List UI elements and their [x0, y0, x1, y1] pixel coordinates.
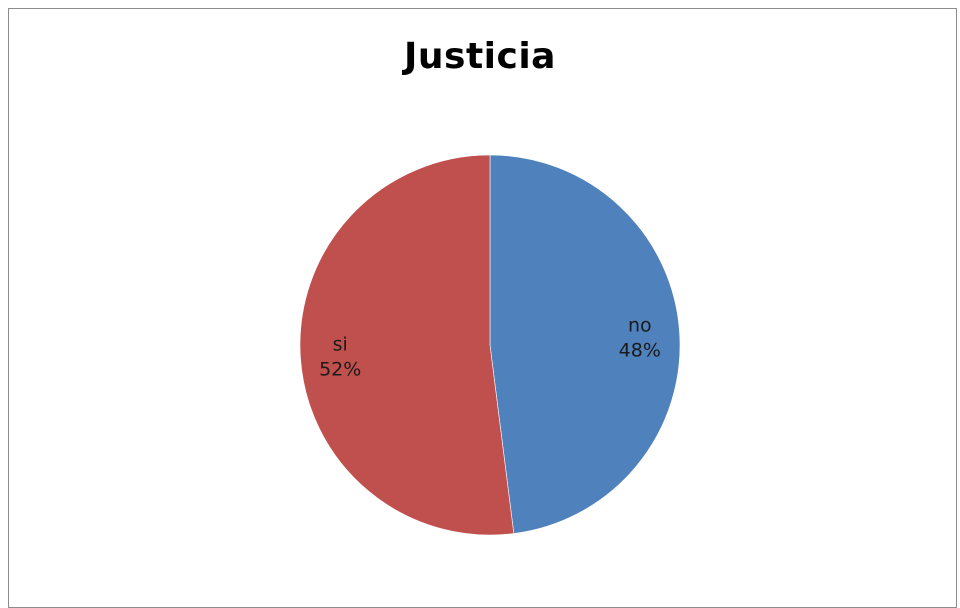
chart-title: Justicia [404, 36, 556, 77]
pie-slice-no [489, 154, 681, 534]
pie-chart: no 48% si 52% [299, 154, 681, 536]
data-label-name-si: si [333, 333, 348, 355]
data-label-value-si: 52% [319, 358, 361, 380]
data-label-name-no: no [628, 315, 652, 337]
pie-slice-si [299, 154, 515, 536]
data-label-value-no: 48% [619, 340, 661, 362]
